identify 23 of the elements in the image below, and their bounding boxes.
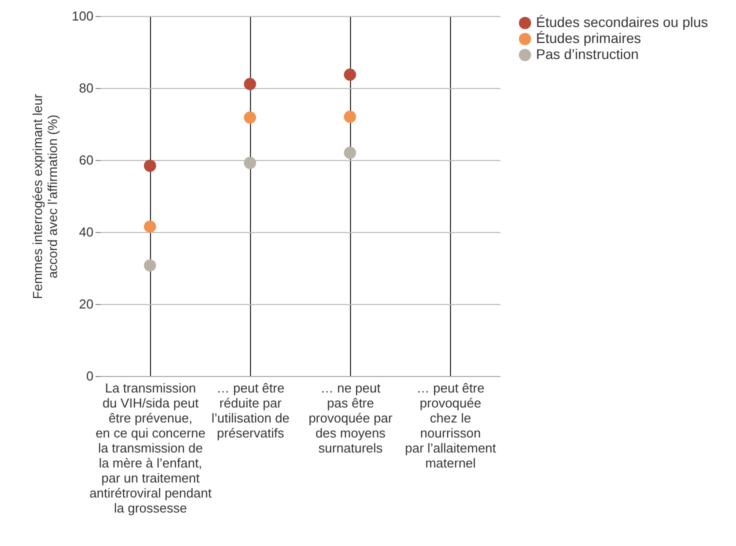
y-tick-label: 80: [79, 80, 94, 96]
y-tick-label: 100: [72, 8, 94, 24]
y-tick-label: 60: [79, 152, 94, 168]
legend-label: Pas d’instruction: [536, 46, 639, 62]
point: [144, 259, 156, 272]
point: [244, 111, 256, 124]
point: [344, 146, 356, 159]
category-label: La transmission du VIH/sida peut être prévenue, en ce qui concerne la transmission de la mère à l’enfant, par un traitement antirétroviral pendant la grossesse: [89, 380, 212, 516]
y-axis-title: Femmes interrogées exprimant leur accord avec l’affirmation (%): [30, 93, 60, 300]
x-tick-label: … peut être provoquée chez le nourrisson par l’allaitement maternel: [404, 380, 496, 470]
legend-label: Études primaires: [536, 30, 642, 46]
y-tick-label: 0: [86, 368, 94, 384]
point: [244, 156, 256, 169]
point: [144, 220, 156, 233]
point: [144, 160, 156, 172]
point: [344, 110, 356, 123]
y-tick-label: 40: [79, 224, 94, 240]
legend-label: Études secondaires ou plus: [536, 14, 708, 30]
y-tick-label: 20: [79, 296, 94, 312]
point: [344, 68, 356, 81]
x-tick-label: … peut être réduite par l’utilisation de préservatifs: [211, 380, 290, 440]
point: [244, 78, 256, 90]
x-tick-label: … ne peut pas être provoquée par des moyens surnaturels: [308, 380, 394, 456]
